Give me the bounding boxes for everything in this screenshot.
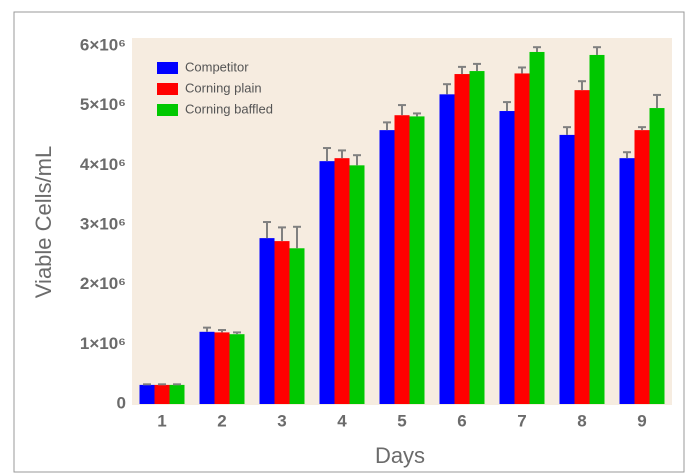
bar <box>379 130 395 404</box>
error-bar <box>338 149 346 159</box>
bar <box>649 108 665 404</box>
bar <box>529 51 545 404</box>
bar <box>169 384 185 404</box>
error-bar <box>203 326 211 332</box>
error-bar <box>593 46 601 55</box>
legend-label: Competitor <box>185 59 249 74</box>
error-bar <box>623 151 631 159</box>
frame <box>13 11 685 473</box>
bar <box>199 331 215 404</box>
legend-swatch <box>157 104 178 116</box>
bar <box>439 94 455 404</box>
y-tick-label: 1×10⁶ <box>80 334 126 353</box>
error-bar <box>443 83 451 95</box>
error-bar <box>353 154 361 166</box>
y-tick-label: 0 <box>117 393 126 412</box>
bar <box>349 165 365 404</box>
error-bar <box>143 383 151 386</box>
bar <box>394 115 410 405</box>
error-bar <box>563 126 571 135</box>
error-bar <box>458 65 466 75</box>
bar <box>634 130 650 404</box>
bar <box>154 384 170 404</box>
bar <box>229 334 245 404</box>
error-bar <box>233 331 241 335</box>
y-tick-label: 4×10⁶ <box>80 155 126 174</box>
y-tick-label: 5×10⁶ <box>80 95 126 114</box>
bar <box>334 158 350 404</box>
error-bar <box>518 66 526 74</box>
x-tick-label: 9 <box>637 411 646 430</box>
error-bar <box>503 101 511 112</box>
bar <box>274 241 290 404</box>
y-tick-label: 6×10⁶ <box>80 35 126 54</box>
bar <box>259 238 275 404</box>
x-tick-label: 4 <box>337 411 347 430</box>
legend-swatch <box>157 62 178 74</box>
bar <box>619 158 635 404</box>
legend-label: Corning baffled <box>185 101 273 116</box>
error-bar <box>218 329 226 333</box>
x-tick-label: 7 <box>517 411 526 430</box>
error-bar <box>653 93 661 109</box>
x-tick-label: 8 <box>577 411 586 430</box>
x-tick-label: 3 <box>277 411 286 430</box>
y-axis-label: Viable Cells/mL <box>31 146 56 298</box>
error-bar <box>278 226 286 242</box>
legend-label: Corning plain <box>185 80 262 95</box>
x-tick-label: 5 <box>397 411 406 430</box>
error-bar <box>638 126 646 131</box>
bar <box>214 332 230 404</box>
bar <box>409 116 425 404</box>
bar <box>289 248 305 404</box>
error-bar <box>578 80 586 91</box>
error-bar <box>173 383 181 386</box>
legend-swatch <box>157 83 178 95</box>
x-tick-label: 6 <box>457 411 466 430</box>
error-bar <box>158 383 166 386</box>
error-bar <box>263 221 271 239</box>
x-tick-label: 2 <box>217 411 226 430</box>
error-bar <box>533 46 541 52</box>
y-tick-label: 2×10⁶ <box>80 274 126 293</box>
bar <box>589 54 605 404</box>
error-bar <box>398 104 406 116</box>
error-bar <box>413 112 421 117</box>
bar <box>454 74 470 404</box>
bar <box>319 161 335 404</box>
y-tick-label: 3×10⁶ <box>80 214 126 233</box>
bar <box>574 90 590 405</box>
error-bar <box>473 62 481 72</box>
error-bar <box>383 121 391 131</box>
bar <box>469 71 485 404</box>
bar <box>499 111 515 404</box>
error-bar <box>323 147 331 162</box>
bar <box>559 134 575 405</box>
bar <box>139 384 155 404</box>
x-tick-label: 1 <box>157 411 166 430</box>
x-axis-label: Days <box>375 443 425 468</box>
error-bar <box>293 225 301 249</box>
bar <box>514 73 530 405</box>
